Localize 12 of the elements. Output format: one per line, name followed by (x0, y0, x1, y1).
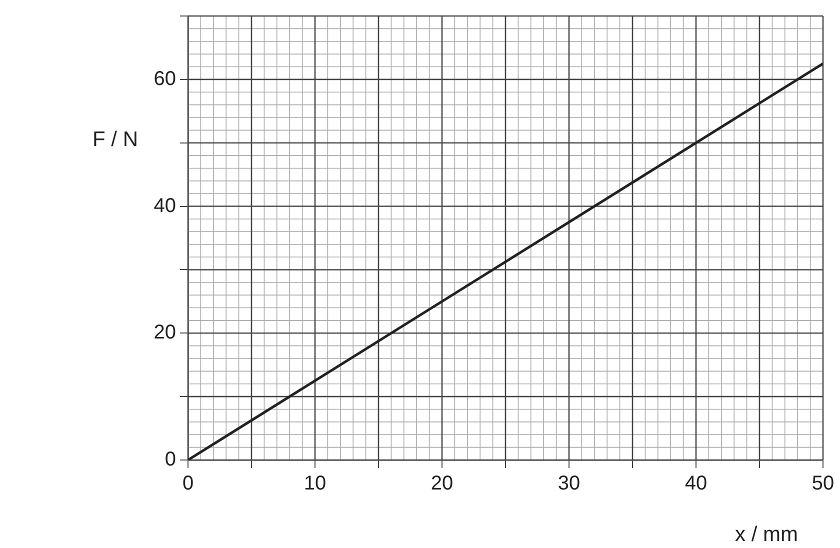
y-axis-title: F / N (92, 128, 138, 151)
x-tick-label: 50 (812, 472, 834, 495)
x-tick-label: 40 (684, 472, 708, 495)
y-tick-label: 20 (154, 322, 176, 344)
y-tick-label: 60 (154, 68, 176, 90)
x-tick-label: 30 (558, 472, 580, 495)
x-axis-title: x / mm (735, 522, 798, 546)
y-tick-label: 40 (154, 194, 176, 217)
y-tick-label: 0 (164, 448, 176, 471)
x-tick-label: 0 (182, 472, 194, 495)
x-tick-label: 10 (304, 472, 326, 495)
x-tick-label: 20 (430, 472, 454, 495)
